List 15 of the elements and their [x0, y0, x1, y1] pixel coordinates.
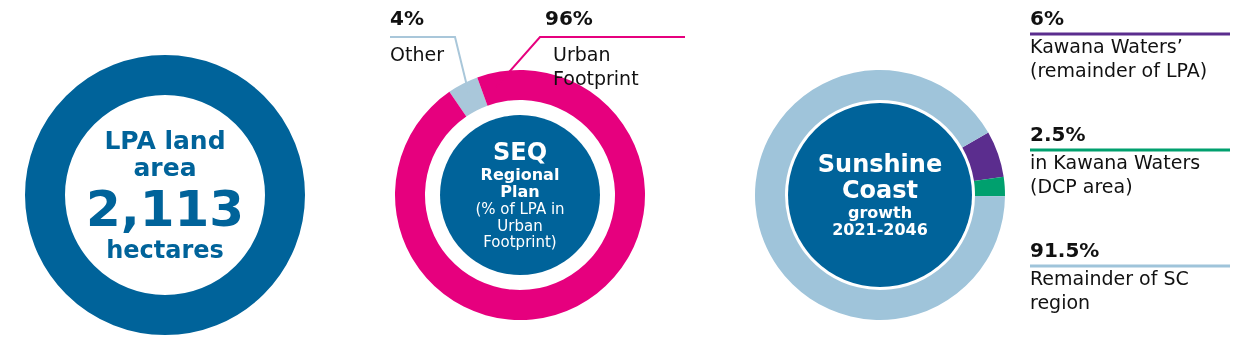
slice-label: Kawana Waters’ (remainder of LPA)	[1030, 34, 1208, 81]
data-label: 6%	[1030, 6, 1064, 31]
slice-label: in Kawana Waters (DCP area)	[1030, 150, 1201, 197]
data-label: 2.5%	[1030, 122, 1086, 147]
data-label: 91.5%	[1030, 238, 1100, 263]
text: hectares	[106, 235, 224, 264]
data-label: 4%	[390, 6, 424, 31]
text: Sunshine Coast	[816, 150, 944, 205]
text: Regional Plan	[479, 164, 561, 202]
text: (% of LPA in Urban Footprint)	[474, 200, 566, 252]
data-label: 96%	[545, 6, 593, 31]
text: SEQ	[491, 138, 549, 167]
slice-label: Other	[390, 42, 445, 65]
text: growth 2021-2046	[831, 202, 929, 240]
slice-label: Remainder of SC region	[1030, 266, 1189, 313]
